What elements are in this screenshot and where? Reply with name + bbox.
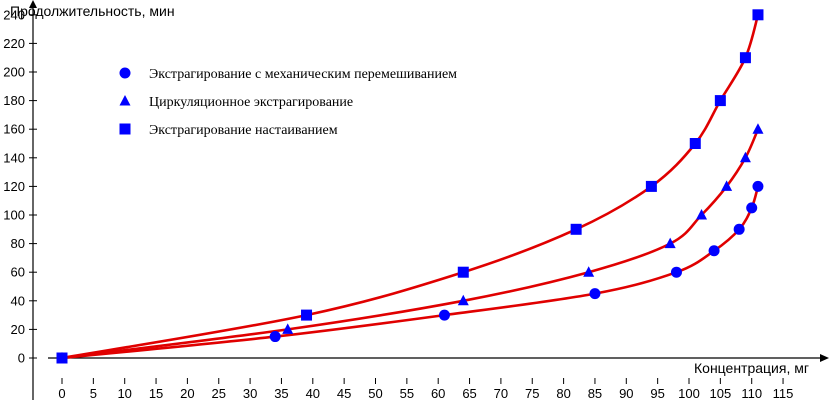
series-line-3 — [61, 14, 760, 360]
x-tick-label: 10 — [117, 386, 131, 401]
x-tick-label: 50 — [368, 386, 382, 401]
y-tick-label: 40 — [11, 293, 25, 308]
legend-marker-circle — [119, 67, 131, 79]
axes — [29, 0, 829, 400]
data-point-circle — [752, 180, 764, 192]
x-tick-label: 20 — [180, 386, 194, 401]
y-tick-label: 120 — [3, 179, 25, 194]
data-point-square — [56, 352, 68, 364]
x-axis-arrow — [820, 354, 829, 362]
series-markers — [56, 9, 764, 364]
x-tick-label: 40 — [306, 386, 320, 401]
x-tick-label: 15 — [149, 386, 163, 401]
data-point-circle — [269, 331, 281, 343]
x-tick-label: 80 — [556, 386, 570, 401]
data-point-circle — [733, 223, 745, 235]
x-tick-label: 110 — [741, 386, 762, 401]
y-tick-label: 20 — [11, 322, 25, 337]
data-point-square — [714, 95, 726, 107]
data-point-square — [739, 52, 751, 64]
data-point-square — [689, 138, 701, 149]
x-tick-label: 25 — [212, 386, 226, 401]
x-tick-label: 60 — [431, 386, 445, 401]
data-point-circle — [670, 266, 682, 278]
x-ticks: 0 5 10 15 20 25 30 35 40 45 50 55 60 65 70 75 80 85 90 95 10… — [58, 378, 793, 401]
x-tick-label: 30 — [243, 386, 257, 401]
y-axis-title: Продолжительность, мин — [10, 3, 175, 19]
y-tick-label: 60 — [11, 265, 25, 280]
x-tick-label: 65 — [462, 386, 476, 401]
x-tick-label: 70 — [494, 386, 508, 401]
x-tick-label: 85 — [588, 386, 602, 401]
x-tick-label: 90 — [619, 386, 633, 401]
x-axis-title: Концентрация, мг — [694, 360, 809, 376]
y-tick-label: 100 — [3, 208, 25, 223]
data-point-triangle — [282, 323, 294, 334]
x-tick-label: 35 — [274, 386, 288, 401]
data-point-circle — [589, 288, 601, 300]
x-tick-label: 95 — [650, 386, 664, 401]
data-point-triangle — [696, 209, 708, 220]
data-point-triangle — [457, 294, 469, 306]
y-tick-label: 80 — [11, 236, 25, 251]
data-point-square — [752, 9, 764, 21]
y-tick-label: 200 — [3, 65, 25, 80]
series-line-2 — [61, 128, 760, 360]
x-tick-label: 55 — [400, 386, 414, 401]
y-tick-label: 180 — [3, 93, 25, 108]
data-point-circle — [438, 309, 450, 321]
legend-label: Циркуляционное экстрагирование — [149, 95, 353, 110]
x-tick-label: 45 — [337, 386, 351, 401]
y-tick-label: 160 — [3, 122, 25, 137]
data-point-square — [645, 180, 657, 192]
data-point-triangle — [721, 180, 733, 191]
data-point-triangle — [739, 151, 751, 163]
data-point-circle — [708, 245, 720, 257]
data-point-square — [457, 266, 469, 278]
data-point-triangle — [664, 237, 676, 249]
legend-marker-square — [119, 123, 131, 135]
x-tick-label: 0 — [58, 386, 65, 401]
legend-label: Экстрагирование с механическим перемешив… — [149, 67, 457, 82]
x-tick-label: 100 — [678, 386, 700, 401]
x-tick-label: 115 — [773, 386, 794, 401]
y-tick-label: 220 — [3, 36, 25, 51]
y-tick-label: 240 — [3, 7, 25, 22]
x-tick-label: 75 — [525, 386, 539, 401]
x-tick-label: 105 — [709, 386, 731, 401]
x-tick-label: 5 — [90, 386, 97, 401]
data-point-square — [570, 223, 582, 235]
legend: Экстрагирование с механическим перемешив… — [119, 67, 457, 138]
y-tick-label: 140 — [3, 150, 25, 165]
legend-marker-triangle — [119, 95, 131, 106]
y-ticks: 0 20 40 60 80 100 120 140 160 180 200 220 240 — [3, 7, 37, 366]
data-point-square — [301, 309, 313, 321]
y-tick-label: 0 — [18, 351, 25, 366]
series-line-1 — [61, 186, 760, 360]
y-axis-arrow — [29, 0, 37, 8]
data-point-triangle — [583, 266, 595, 277]
data-point-triangle — [752, 123, 764, 134]
legend-label: Экстрагирование настаиванием — [149, 123, 338, 138]
data-point-circle — [746, 202, 758, 214]
